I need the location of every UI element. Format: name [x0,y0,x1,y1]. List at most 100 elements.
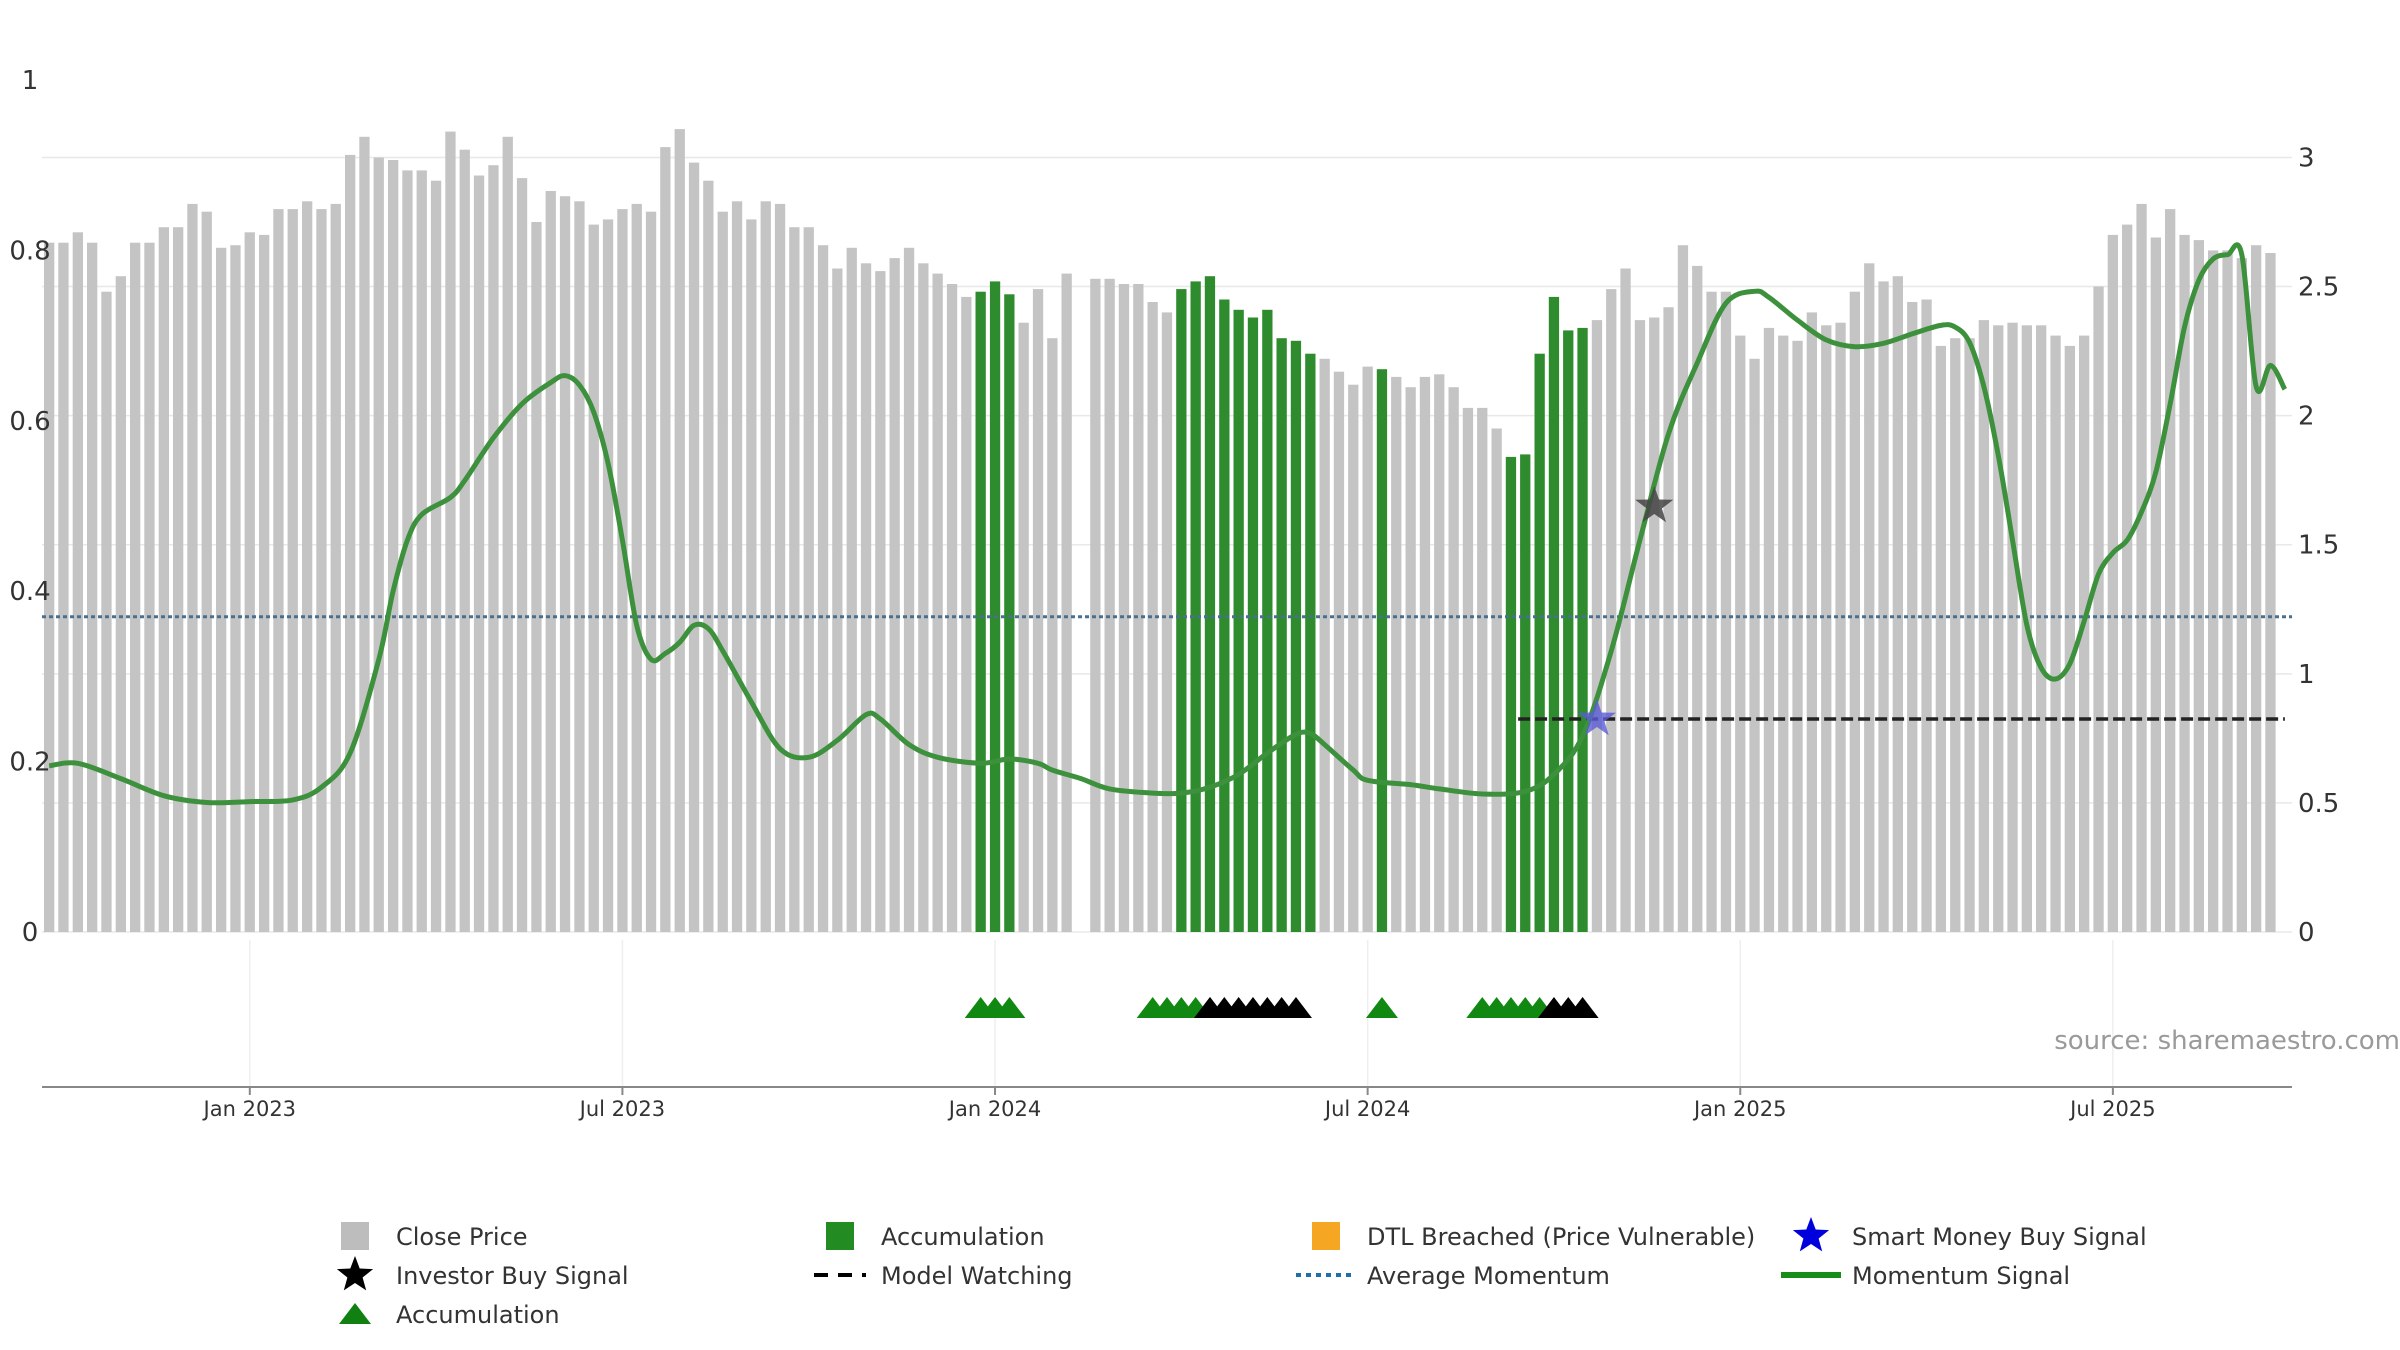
price-bar [1477,407,1488,932]
accumulation-bar [1004,294,1015,932]
accumulation-bar [1247,317,1259,932]
price-bar [302,201,313,933]
price-bar [1161,312,1173,932]
price-bar [2093,286,2104,932]
price-bar [1792,340,1803,932]
accumulation-bar [1577,327,1588,932]
price-bar [559,196,571,932]
price-bar [1104,278,1115,932]
price-bar [244,232,255,933]
price-bar [1978,320,1989,933]
accumulation-bar [1190,281,1201,932]
momentum-signal-line [48,242,2288,806]
price-bar [2007,322,2018,932]
accumulation-bar [1548,296,1560,932]
legend-item: Model Watching [814,1262,1073,1290]
x-tick-label: Jul 2023 [578,1097,665,1121]
price-bar [1147,302,1158,932]
price-bar [1591,320,1603,933]
price-bar [1778,335,1789,933]
right-tick-label: 0.5 [2298,789,2339,819]
price-bar [516,178,528,933]
price-bar [1348,384,1359,932]
price-bar [1391,376,1402,932]
price-bar [574,201,585,933]
x-tick-label: Jul 2024 [1323,1097,1410,1121]
price-bar [617,209,628,933]
price-bar [1993,325,2004,932]
price-bar [932,273,943,933]
source-label: source: sharemaestro.com [2054,1026,2400,1056]
price-bar [760,201,771,933]
legend-star-icon [1792,1217,1830,1252]
price-bar [273,209,284,933]
price-bar [1806,312,1817,932]
price-bar [402,170,413,932]
price-bar [1434,374,1445,932]
price-bar [502,136,513,933]
legend-item: Investor Buy Signal [336,1256,629,1291]
right-tick-label: 2.5 [2298,273,2339,303]
price-bar [87,242,98,932]
price-bar [373,157,384,932]
price-bar [72,232,83,933]
left-axis: 0 0.2 0.4 0.6 0.8 1 [9,66,50,948]
price-bar [803,227,814,932]
price-bar [259,234,270,932]
price-bar [1419,376,1431,932]
price-bar [703,180,714,932]
price-bar [2208,250,2219,932]
legend-swatch [1312,1222,1340,1250]
price-bar [430,180,442,932]
price-bar [817,245,829,932]
price-bar [2179,234,2190,932]
price-bar [2122,224,2133,933]
price-bar [115,276,126,932]
accumulation-bar [1563,330,1574,932]
price-bar [2165,209,2176,933]
price-bar [774,203,786,932]
price-bar [1864,263,1875,932]
price-bar [1849,291,1860,932]
price-bar [1821,325,1832,932]
accumulation-bar [1276,338,1287,932]
legend-star-icon [336,1256,374,1291]
legend-item: Accumulation [826,1222,1045,1251]
price-bar [1749,358,1760,932]
price-bar [201,211,212,932]
price-bar [1692,265,1703,932]
price-bar [2107,234,2118,932]
smart-money-buy-star [1577,699,1616,736]
price-bar [1892,276,1903,932]
accumulation-bar [1204,276,1216,932]
accumulation-triangle [993,997,1026,1018]
legend-label: Model Watching [881,1262,1073,1290]
price-bar [946,284,958,932]
left-tick-label: 1 [22,66,39,96]
accumulation-bar [1176,289,1187,933]
right-tick-label: 1 [2298,660,2315,690]
price-bar [645,211,657,932]
investor-buy-star [1635,486,1674,523]
price-bar [731,201,743,933]
accumulation-bar [1233,309,1244,932]
accumulation-bar [1219,299,1230,932]
price-bar [2136,203,2147,932]
price-bar [918,263,929,932]
accumulation-bar [1376,369,1388,932]
price-bar [674,129,685,933]
left-tick-label: 0.2 [9,748,50,778]
price-bar [1763,327,1775,932]
legend-item: DTL Breached (Price Vulnerable) [1312,1222,1755,1251]
x-axis: Jan 2023 Jul 2023 Jan 2024 Jul 2024 Jan 2025… [202,1087,2156,1121]
price-bar [2036,325,2047,932]
price-bar [1878,281,1889,932]
price-bar [2193,240,2204,933]
price-bar [2265,253,2276,932]
price-bar [545,191,556,932]
price-bar [660,147,671,933]
price-bar [1018,322,1029,932]
legend-label: Accumulation [396,1301,560,1329]
accumulation-bar [1505,456,1517,932]
price-bar [216,247,227,933]
